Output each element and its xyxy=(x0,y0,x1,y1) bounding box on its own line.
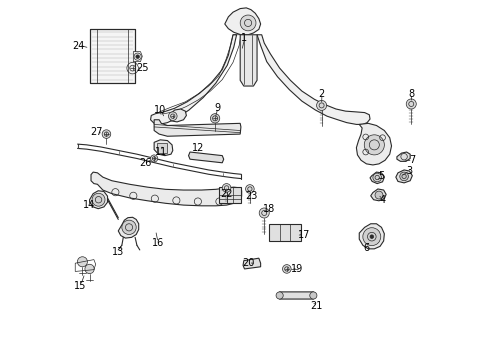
Circle shape xyxy=(309,292,316,299)
Text: 12: 12 xyxy=(191,143,203,153)
Circle shape xyxy=(240,15,255,31)
Polygon shape xyxy=(395,170,411,183)
Polygon shape xyxy=(359,224,384,249)
Text: 23: 23 xyxy=(244,191,257,201)
Text: 24: 24 xyxy=(73,41,85,50)
Text: 5: 5 xyxy=(378,171,384,181)
Text: 10: 10 xyxy=(154,105,166,115)
Text: 4: 4 xyxy=(379,195,385,205)
Bar xyxy=(90,30,135,83)
Text: 22: 22 xyxy=(220,189,232,199)
Circle shape xyxy=(136,55,139,58)
Circle shape xyxy=(372,173,381,182)
Circle shape xyxy=(150,155,158,162)
Circle shape xyxy=(245,185,254,193)
Polygon shape xyxy=(118,217,139,238)
Polygon shape xyxy=(154,140,172,156)
Polygon shape xyxy=(169,109,186,122)
Circle shape xyxy=(122,220,136,234)
Polygon shape xyxy=(224,8,260,35)
Polygon shape xyxy=(396,152,409,161)
Polygon shape xyxy=(154,120,241,136)
Text: 8: 8 xyxy=(407,89,413,99)
Text: 15: 15 xyxy=(74,281,86,291)
Text: 27: 27 xyxy=(90,127,103,136)
Circle shape xyxy=(406,99,415,109)
Polygon shape xyxy=(91,172,241,206)
Circle shape xyxy=(276,292,283,299)
Polygon shape xyxy=(243,258,260,269)
Polygon shape xyxy=(257,35,369,125)
Text: 9: 9 xyxy=(214,103,220,113)
Polygon shape xyxy=(369,172,384,184)
Polygon shape xyxy=(240,35,257,86)
Circle shape xyxy=(364,135,384,155)
Polygon shape xyxy=(370,189,386,201)
Bar xyxy=(268,224,301,241)
Text: 18: 18 xyxy=(262,204,274,215)
Text: 21: 21 xyxy=(309,301,322,311)
Circle shape xyxy=(222,184,230,192)
Polygon shape xyxy=(356,123,391,165)
Text: 3: 3 xyxy=(406,166,412,176)
Polygon shape xyxy=(277,292,315,299)
Text: 6: 6 xyxy=(363,243,369,253)
Circle shape xyxy=(399,172,407,181)
Text: 11: 11 xyxy=(155,147,167,157)
Text: 25: 25 xyxy=(136,63,148,73)
Text: 13: 13 xyxy=(112,247,124,257)
Text: 16: 16 xyxy=(151,238,163,248)
Circle shape xyxy=(282,265,290,273)
Circle shape xyxy=(92,193,105,206)
Polygon shape xyxy=(133,51,142,62)
Text: 7: 7 xyxy=(408,155,415,165)
Text: 26: 26 xyxy=(140,158,152,168)
Circle shape xyxy=(369,235,373,238)
Text: 2: 2 xyxy=(318,89,324,99)
Circle shape xyxy=(210,114,219,123)
Circle shape xyxy=(85,264,94,274)
Bar xyxy=(90,30,135,83)
Bar xyxy=(219,187,241,203)
Text: 14: 14 xyxy=(83,200,95,210)
Circle shape xyxy=(102,130,110,138)
Circle shape xyxy=(316,100,326,111)
Circle shape xyxy=(362,228,380,246)
Polygon shape xyxy=(150,35,236,125)
Text: 20: 20 xyxy=(242,258,254,268)
Polygon shape xyxy=(188,152,223,163)
Text: 1: 1 xyxy=(241,33,247,43)
Text: 17: 17 xyxy=(297,230,309,239)
Circle shape xyxy=(77,257,87,267)
Circle shape xyxy=(259,208,269,218)
Circle shape xyxy=(374,191,382,199)
Text: 19: 19 xyxy=(291,264,303,274)
Polygon shape xyxy=(89,191,107,209)
Circle shape xyxy=(168,112,177,121)
Bar xyxy=(156,143,167,153)
